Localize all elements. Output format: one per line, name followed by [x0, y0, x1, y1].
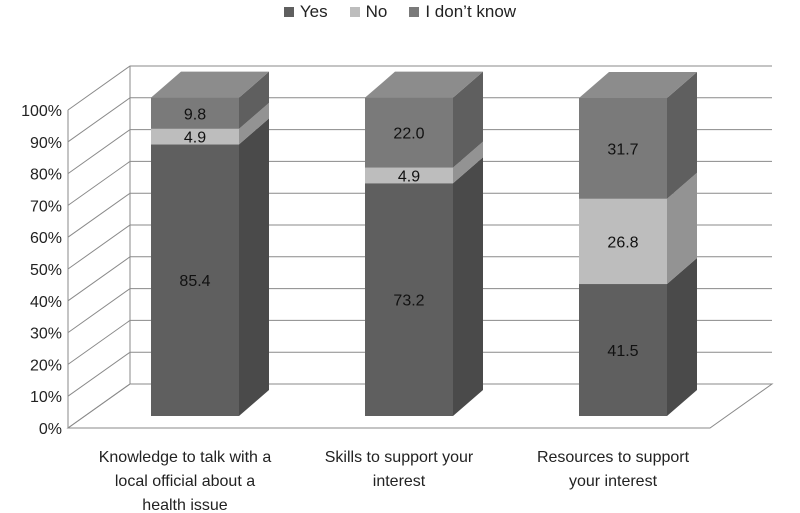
data-label: 73.2	[393, 293, 424, 310]
y-tick-label: 40%	[30, 294, 62, 311]
bar-segment	[365, 157, 483, 416]
data-label: 4.9	[184, 130, 206, 147]
legend-swatch	[349, 7, 360, 17]
bar-side	[667, 258, 697, 416]
bar-segment	[579, 258, 697, 416]
data-label: 22.0	[393, 126, 424, 143]
legend-item: I don’t know	[409, 2, 516, 22]
x-tick-label: Skills to support your	[325, 449, 474, 466]
bar-segment	[579, 172, 697, 285]
legend-swatch	[409, 7, 420, 17]
data-label: 9.8	[184, 106, 206, 123]
legend-item: No	[349, 2, 388, 22]
bar-front	[365, 167, 453, 184]
data-label: 85.4	[179, 273, 210, 290]
legend-label: No	[365, 2, 388, 21]
bar-segment	[151, 102, 269, 145]
data-label: 31.7	[607, 141, 638, 158]
bar-segment	[365, 141, 483, 184]
x-tick-label: Knowledge to talk with a	[99, 449, 272, 466]
y-tick-label: 100%	[21, 103, 62, 120]
x-tick-label: Resources to support	[537, 449, 690, 466]
x-tick-label: your interest	[569, 473, 658, 490]
x-tick-label: health issue	[142, 497, 227, 513]
bar-side	[667, 172, 697, 285]
y-tick-label: 60%	[30, 230, 62, 247]
bar-top	[365, 71, 483, 98]
data-label: 41.5	[607, 343, 638, 360]
bar-front	[151, 144, 239, 417]
floor	[66, 383, 774, 429]
y-tick-label: 90%	[30, 135, 62, 152]
bar-front	[365, 183, 453, 416]
y-tick-label: 80%	[30, 167, 62, 184]
y-tick-label: 20%	[30, 357, 62, 374]
data-label: 26.8	[607, 234, 638, 251]
y-tick-label: 50%	[30, 262, 62, 279]
x-tick-label: interest	[373, 473, 426, 490]
data-label: 4.9	[398, 168, 420, 185]
bar-side	[239, 102, 269, 145]
bar-front	[579, 284, 667, 416]
legend-label: I don’t know	[425, 2, 517, 21]
y-tick-label: 30%	[30, 326, 62, 343]
bar-segment	[151, 118, 269, 417]
bar-front	[151, 128, 239, 145]
x-tick-label: local official about a	[115, 473, 255, 490]
bar-front	[151, 97, 239, 129]
legend-label: Yes	[299, 2, 328, 21]
bar-top	[579, 72, 697, 98]
legend-item: Yes	[283, 2, 328, 22]
bar-segment	[151, 71, 269, 129]
bar-side	[453, 141, 483, 184]
bar-segment	[579, 72, 697, 199]
bar-front	[579, 98, 667, 199]
legend: Yes No I don’t know	[0, 0, 800, 24]
bar-side	[453, 71, 483, 168]
bar-front	[579, 198, 667, 285]
y-tick-label: 70%	[30, 198, 62, 215]
y-tick-label: 0%	[39, 421, 62, 438]
bar-side	[453, 157, 483, 416]
bar-side	[667, 72, 697, 199]
bar-side	[239, 71, 269, 129]
bar-top	[151, 71, 269, 98]
y-tick-label: 10%	[30, 389, 62, 406]
bar-side	[239, 118, 269, 416]
legend-swatch	[283, 7, 294, 17]
bar-segment	[365, 71, 483, 168]
bar-front	[365, 97, 453, 168]
